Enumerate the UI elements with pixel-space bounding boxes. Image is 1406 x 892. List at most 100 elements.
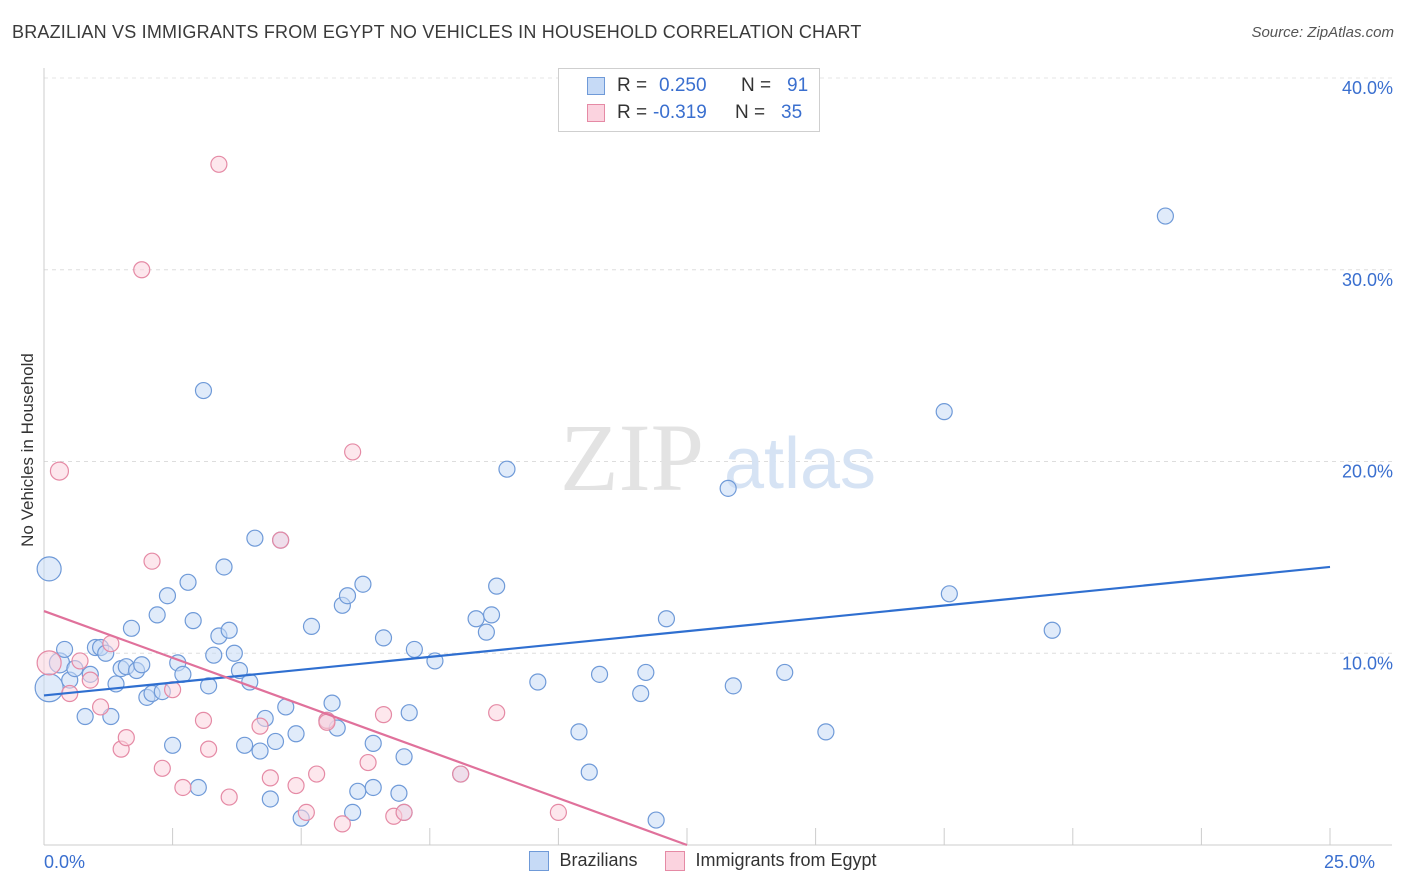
point-brazilians-68 bbox=[477, 623, 495, 641]
r-label: R = bbox=[617, 102, 648, 123]
point-brazilians-64 bbox=[405, 640, 423, 659]
point-egypt-21 bbox=[287, 776, 305, 795]
point-brazilians-70 bbox=[488, 577, 506, 595]
n-value: 91 bbox=[787, 75, 809, 96]
point-brazilians-46 bbox=[287, 725, 305, 743]
point-egypt-15 bbox=[200, 740, 218, 758]
point-egypt-0 bbox=[36, 650, 62, 676]
point-brazilians-80 bbox=[719, 479, 737, 497]
point-brazilians-71 bbox=[498, 460, 516, 478]
point-egypt-16 bbox=[210, 155, 228, 173]
point-brazilians-39 bbox=[246, 529, 264, 547]
point-brazilians-33 bbox=[215, 558, 233, 576]
point-brazilians-59 bbox=[374, 629, 393, 647]
legend-label-brazilians: Brazilians bbox=[559, 850, 638, 870]
point-brazilians-6 bbox=[76, 707, 94, 726]
legend-swatch-egypt bbox=[665, 850, 686, 871]
stats-swatch-brazilians bbox=[587, 77, 605, 95]
point-brazilians-3 bbox=[55, 640, 74, 659]
point-brazilians-87 bbox=[1156, 207, 1174, 225]
y-tick-labels: 10.0% 20.0% 30.0% 40.0% bbox=[1342, 78, 1393, 673]
point-brazilians-75 bbox=[590, 665, 609, 683]
y-tick-label-0: 10.0% bbox=[1342, 653, 1393, 673]
point-brazilians-34 bbox=[220, 621, 238, 639]
point-brazilians-73 bbox=[570, 723, 588, 741]
trend-line-brazilians bbox=[43, 565, 1331, 697]
point-brazilians-78 bbox=[647, 811, 665, 829]
point-egypt-26 bbox=[344, 443, 362, 461]
legend-swatch-brazilians bbox=[529, 850, 550, 871]
x-tick-label-max: 25.0% bbox=[1324, 852, 1376, 872]
stats-row-egypt: R = -0.319 N = 35 bbox=[559, 100, 802, 126]
watermark: ZIP atlas bbox=[560, 404, 876, 511]
axes bbox=[43, 68, 1392, 846]
point-brazilians-50 bbox=[323, 694, 341, 712]
point-brazilians-69 bbox=[482, 606, 501, 624]
watermark-zip: ZIP bbox=[560, 404, 704, 511]
point-brazilians-82 bbox=[776, 663, 794, 682]
point-brazilians-76 bbox=[632, 684, 650, 703]
point-brazilians-29 bbox=[194, 381, 213, 400]
legend: Brazilians Immigrants from Egypt bbox=[0, 850, 1406, 871]
point-egypt-4 bbox=[81, 671, 99, 689]
point-brazilians-20 bbox=[148, 606, 166, 624]
point-brazilians-79 bbox=[657, 610, 676, 628]
point-brazilians-55 bbox=[349, 782, 367, 800]
point-brazilians-53 bbox=[338, 587, 357, 605]
point-brazilians-58 bbox=[364, 734, 382, 752]
n-label: N = bbox=[741, 75, 772, 96]
point-brazilians-72 bbox=[529, 673, 547, 691]
point-egypt-3 bbox=[71, 652, 89, 670]
point-brazilians-23 bbox=[164, 736, 182, 754]
point-brazilians-56 bbox=[354, 575, 372, 593]
r-label: R = bbox=[617, 75, 648, 96]
point-egypt-32 bbox=[488, 704, 506, 722]
point-brazilians-42 bbox=[261, 790, 279, 808]
point-egypt-13 bbox=[174, 778, 192, 797]
point-brazilians-67 bbox=[467, 610, 485, 628]
point-brazilians-28 bbox=[189, 778, 207, 797]
point-brazilians-40 bbox=[251, 742, 269, 760]
y-axis-label: No Vehicles in Household bbox=[18, 353, 37, 547]
point-brazilians-26 bbox=[179, 573, 197, 591]
point-brazilians-43 bbox=[266, 732, 285, 751]
point-brazilians-15 bbox=[122, 619, 141, 637]
point-brazilians-31 bbox=[205, 646, 223, 664]
point-egypt-22 bbox=[297, 803, 315, 822]
source-label: Source: ZipAtlas.com bbox=[1251, 24, 1394, 41]
legend-label-egypt: Immigrants from Egypt bbox=[695, 850, 877, 870]
gridlines bbox=[44, 77, 1392, 654]
n-label: N = bbox=[735, 102, 766, 123]
point-brazilians-1 bbox=[36, 556, 62, 582]
n-value: 35 bbox=[781, 102, 803, 123]
stats-swatch-egypt bbox=[587, 104, 605, 122]
y-tick-label-3: 40.0% bbox=[1342, 78, 1393, 98]
point-brazilians-77 bbox=[637, 663, 655, 682]
point-brazilians-60 bbox=[390, 784, 408, 802]
point-brazilians-62 bbox=[395, 748, 413, 766]
point-egypt-28 bbox=[374, 706, 393, 724]
r-value: 0.250 bbox=[659, 75, 707, 96]
point-egypt-18 bbox=[251, 717, 269, 735]
x-tick-label-min: 0.0% bbox=[44, 852, 86, 872]
point-brazilians-35 bbox=[225, 644, 243, 662]
stats-row-brazilians: R = 0.250 N = 91 bbox=[559, 73, 808, 99]
point-egypt-8 bbox=[117, 729, 135, 747]
point-brazilians-54 bbox=[344, 803, 362, 822]
point-brazilians-17 bbox=[133, 656, 151, 674]
point-brazilians-22 bbox=[158, 587, 177, 605]
point-egypt-31 bbox=[452, 765, 470, 783]
y-tick-label-2: 30.0% bbox=[1342, 270, 1393, 290]
point-egypt-17 bbox=[220, 788, 238, 806]
point-brazilians-83 bbox=[817, 723, 835, 741]
point-egypt-33 bbox=[549, 803, 568, 822]
point-brazilians-30 bbox=[200, 677, 218, 695]
point-brazilians-57 bbox=[364, 778, 382, 797]
legend-item-brazilians[interactable]: Brazilians bbox=[529, 850, 637, 871]
stats-box: R = 0.250 N = 91 R = -0.319 N = 35 bbox=[558, 68, 820, 132]
r-value: -0.319 bbox=[653, 102, 707, 123]
point-egypt-27 bbox=[359, 753, 377, 772]
trend-lines bbox=[43, 565, 1331, 847]
legend-item-egypt[interactable]: Immigrants from Egypt bbox=[665, 850, 877, 871]
